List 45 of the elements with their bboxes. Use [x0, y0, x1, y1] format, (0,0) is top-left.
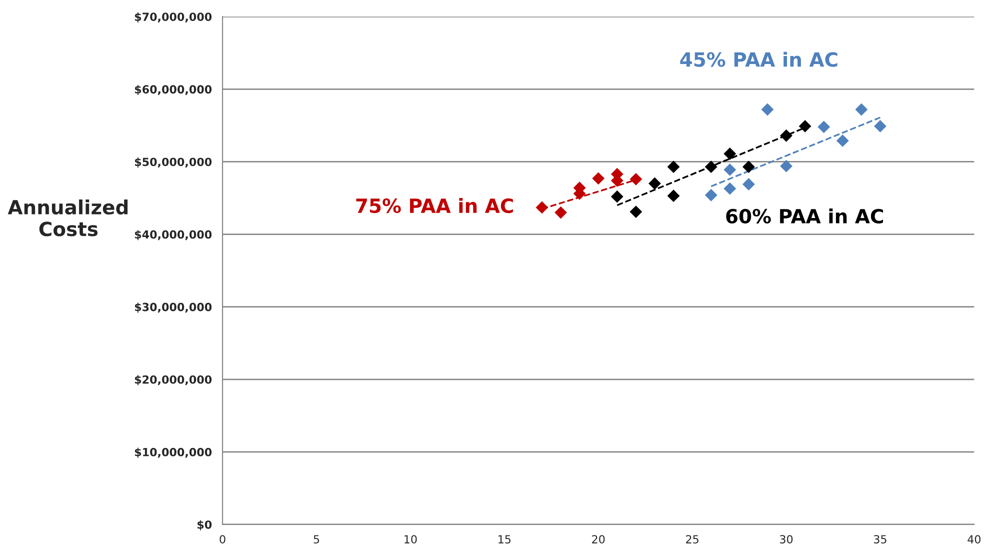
point	[704, 188, 718, 202]
point	[742, 160, 755, 174]
y-axis-title: Annualized Costs	[8, 199, 128, 236]
point	[592, 172, 605, 185]
x-tick-label: 25	[686, 535, 698, 544]
x-tick-label: 5	[314, 535, 320, 544]
y-tick-label: $30,000,000	[134, 302, 212, 313]
point	[536, 201, 548, 214]
x-tick-label: 20	[592, 535, 605, 544]
text: 45% PAA in AC	[680, 52, 838, 67]
y-tick-label: $70,000,000	[134, 12, 212, 23]
x-tick-label: 15	[498, 535, 510, 544]
point	[780, 129, 792, 142]
point	[724, 148, 736, 160]
point	[648, 177, 661, 190]
y-tick-label: $40,000,000	[134, 230, 212, 240]
point	[874, 120, 886, 132]
y-tick-label: $20,000,000	[134, 375, 212, 386]
point	[724, 182, 736, 195]
x-tick-label: 30	[780, 535, 793, 544]
point	[724, 164, 736, 176]
x-tick-label: 40	[968, 535, 980, 544]
point	[855, 103, 868, 116]
point	[667, 190, 680, 202]
point	[704, 160, 718, 174]
y-tick-label: $50,000,000	[134, 158, 212, 168]
point	[667, 160, 680, 174]
point	[742, 178, 755, 190]
x-tick-label: 0	[220, 535, 226, 544]
point	[798, 120, 812, 132]
point	[554, 206, 567, 219]
y-tick-label: $10,000,000	[134, 448, 212, 458]
series-label: 60% PAA in AC	[726, 208, 883, 224]
point	[780, 160, 792, 172]
point	[630, 206, 642, 218]
y-tick-label: $0	[198, 520, 212, 530]
x-tick-label: 35	[874, 535, 886, 544]
point	[761, 103, 774, 116]
point	[818, 120, 830, 134]
point	[630, 172, 642, 186]
point	[836, 134, 849, 147]
series-label: 75% PAA in AC	[356, 198, 513, 214]
x-tick-label: 10	[404, 535, 417, 544]
point	[610, 190, 624, 203]
y-tick-label: $60,000,000	[134, 84, 212, 96]
